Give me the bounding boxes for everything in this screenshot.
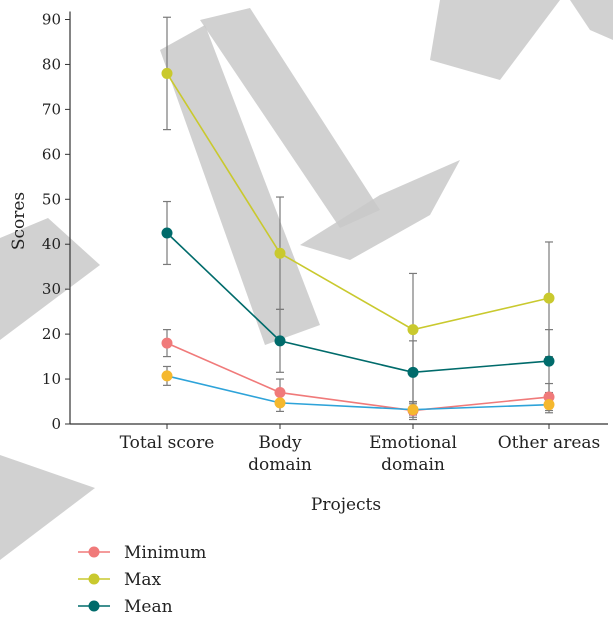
y-tick-label: 90 [42, 11, 61, 29]
x-tick-label: domain [381, 455, 445, 475]
legend: Minimum Max Mean [78, 543, 206, 617]
series-line-series-4 [166, 375, 550, 411]
x-axis-title: Projects [311, 495, 381, 515]
data-point [407, 404, 419, 416]
data-point [161, 337, 173, 349]
x-tick-label: Emotional [369, 433, 457, 453]
legend-marker-minimum [88, 546, 100, 558]
data-point [543, 399, 555, 411]
y-tick-label: 0 [51, 415, 61, 433]
legend-marker-mean [88, 600, 100, 612]
y-tick-label: 60 [42, 145, 61, 163]
data-point [161, 227, 173, 239]
series-line-mean [166, 232, 550, 374]
data-point [407, 366, 419, 378]
x-tick-label: Other areas [498, 433, 601, 453]
x-tick-label: domain [248, 455, 312, 475]
legend-label-minimum: Minimum [124, 543, 206, 563]
watermark-stroke-r [0, 218, 100, 340]
watermark-stroke-t [0, 455, 95, 560]
data-point [161, 67, 173, 79]
y-tick-label: 20 [42, 325, 61, 343]
data-point [161, 370, 173, 382]
x-tick-label: Body [258, 433, 302, 453]
y-tick-label: 40 [42, 235, 61, 253]
y-tick-label: 30 [42, 280, 61, 298]
series-line-max [166, 73, 550, 331]
x-tick-label: Total score [120, 433, 215, 453]
legend-label-mean: Mean [124, 597, 173, 617]
data-point [274, 335, 286, 347]
data-point [543, 391, 555, 403]
series-line-minimum [166, 342, 550, 412]
y-tick-label: 70 [42, 100, 61, 118]
y-tick-label: 50 [42, 190, 61, 208]
watermark-stroke-c [300, 160, 460, 260]
watermark-stroke-d [570, 0, 613, 40]
y-axis-title: Scores [9, 192, 29, 250]
series-points [161, 67, 555, 417]
y-tick-label: 80 [42, 55, 61, 73]
legend-marker-max [88, 573, 100, 585]
data-point [543, 292, 555, 304]
watermark-stroke-a2 [200, 8, 380, 228]
data-point [274, 247, 286, 259]
retracted-watermark [0, 0, 613, 560]
data-point [543, 355, 555, 367]
data-point [407, 324, 419, 336]
watermark-stroke-e [430, 0, 560, 80]
data-point [274, 387, 286, 399]
data-point [274, 397, 286, 409]
y-tick-label: 10 [42, 370, 61, 388]
series-lines [166, 73, 550, 412]
legend-label-max: Max [124, 570, 162, 590]
